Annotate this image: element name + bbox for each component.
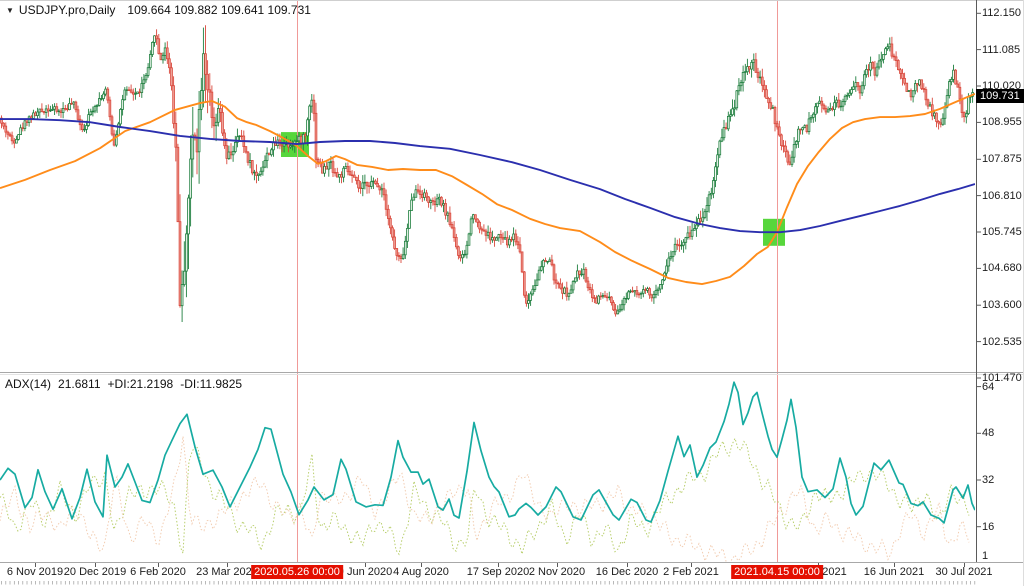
ohlc-values: 109.664 109.882 109.641 109.731 bbox=[127, 3, 311, 17]
time-axis-label: 2 Nov 2020 bbox=[528, 566, 586, 578]
indicator-axis-label: 1 bbox=[982, 550, 989, 562]
event-date-tag[interactable]: 2021.04.15 00:00 bbox=[731, 565, 823, 579]
minus-di-line[interactable] bbox=[0, 436, 970, 564]
price-axis-label: 103.600 bbox=[982, 299, 1022, 312]
indicator-label: ADX(14) 21.6811 +DI:21.2198 -DI:11.9825 bbox=[5, 377, 249, 391]
price-axis-label: 111.085 bbox=[982, 43, 1021, 56]
time-axis-label: 6 Feb 2020 bbox=[130, 566, 186, 578]
event-date-tag[interactable]: 2020.05.26 00:00 bbox=[251, 565, 343, 579]
time-axis-label: 23 Mar 2020 bbox=[196, 566, 258, 578]
chart-title: ▼ USDJPY.pro,Daily 109.664 109.882 109.641… bbox=[6, 3, 311, 17]
time-axis-label: 6 Nov 2019 bbox=[6, 566, 64, 578]
current-price-tag: 109.731 bbox=[976, 88, 1024, 103]
current-price-value: 109.731 bbox=[980, 89, 1020, 102]
time-axis-label: 17 Sep 2020 bbox=[466, 566, 530, 578]
signal-highlight-boxes[interactable] bbox=[281, 132, 785, 246]
time-axis-label: 4 Aug 2020 bbox=[393, 566, 449, 578]
time-axis-label: 9 Jun 2020 bbox=[337, 566, 393, 578]
price-axis-label: 101.470 bbox=[982, 372, 1022, 384]
plus-di-value: +DI:21.2198 bbox=[107, 377, 174, 391]
price-axis-label: 108.955 bbox=[982, 116, 1022, 129]
time-axis-label: 2 Feb 2021 bbox=[663, 566, 719, 578]
indicator-axis-label: 16 bbox=[982, 520, 995, 533]
time-axis-label: 16 Jun 2021 bbox=[863, 566, 925, 578]
price-axis-label: 112.150 bbox=[982, 7, 1021, 20]
ma-blue-line[interactable] bbox=[0, 118, 975, 234]
symbol-period-label: USDJPY.pro,Daily bbox=[18, 3, 116, 17]
axis-ticks bbox=[1, 12, 981, 585]
price-axis-label: 106.810 bbox=[982, 189, 1022, 202]
indicator-axis-label: 64 bbox=[982, 380, 995, 393]
collapse-ohlc-icon[interactable]: ▼ bbox=[6, 6, 14, 15]
time-axis-label: 16 Dec 2020 bbox=[595, 566, 659, 578]
indicator-value: 21.6811 bbox=[58, 377, 101, 391]
plus-di-line[interactable] bbox=[0, 437, 970, 556]
indicator-axis-label: 32 bbox=[982, 474, 995, 486]
time-axis-label: 30 Jul 2021 bbox=[935, 566, 993, 578]
indicator-axis-label: 48 bbox=[982, 427, 995, 440]
minus-di-value: -DI:11.9825 bbox=[180, 377, 243, 391]
adx-line[interactable] bbox=[0, 381, 975, 524]
time-axis-label: 20 Dec 2019 bbox=[63, 566, 127, 578]
price-axis-label: 104.680 bbox=[982, 262, 1022, 275]
indicator-name: ADX(14) bbox=[5, 377, 52, 391]
price-axis-label: 105.745 bbox=[982, 226, 1022, 238]
event-vlines[interactable] bbox=[297, 0, 778, 562]
price-axis-label: 107.875 bbox=[982, 153, 1022, 166]
candlesticks bbox=[0, 25, 974, 322]
ma-orange-line[interactable] bbox=[0, 93, 975, 286]
price-axis-label: 102.535 bbox=[982, 335, 1022, 348]
